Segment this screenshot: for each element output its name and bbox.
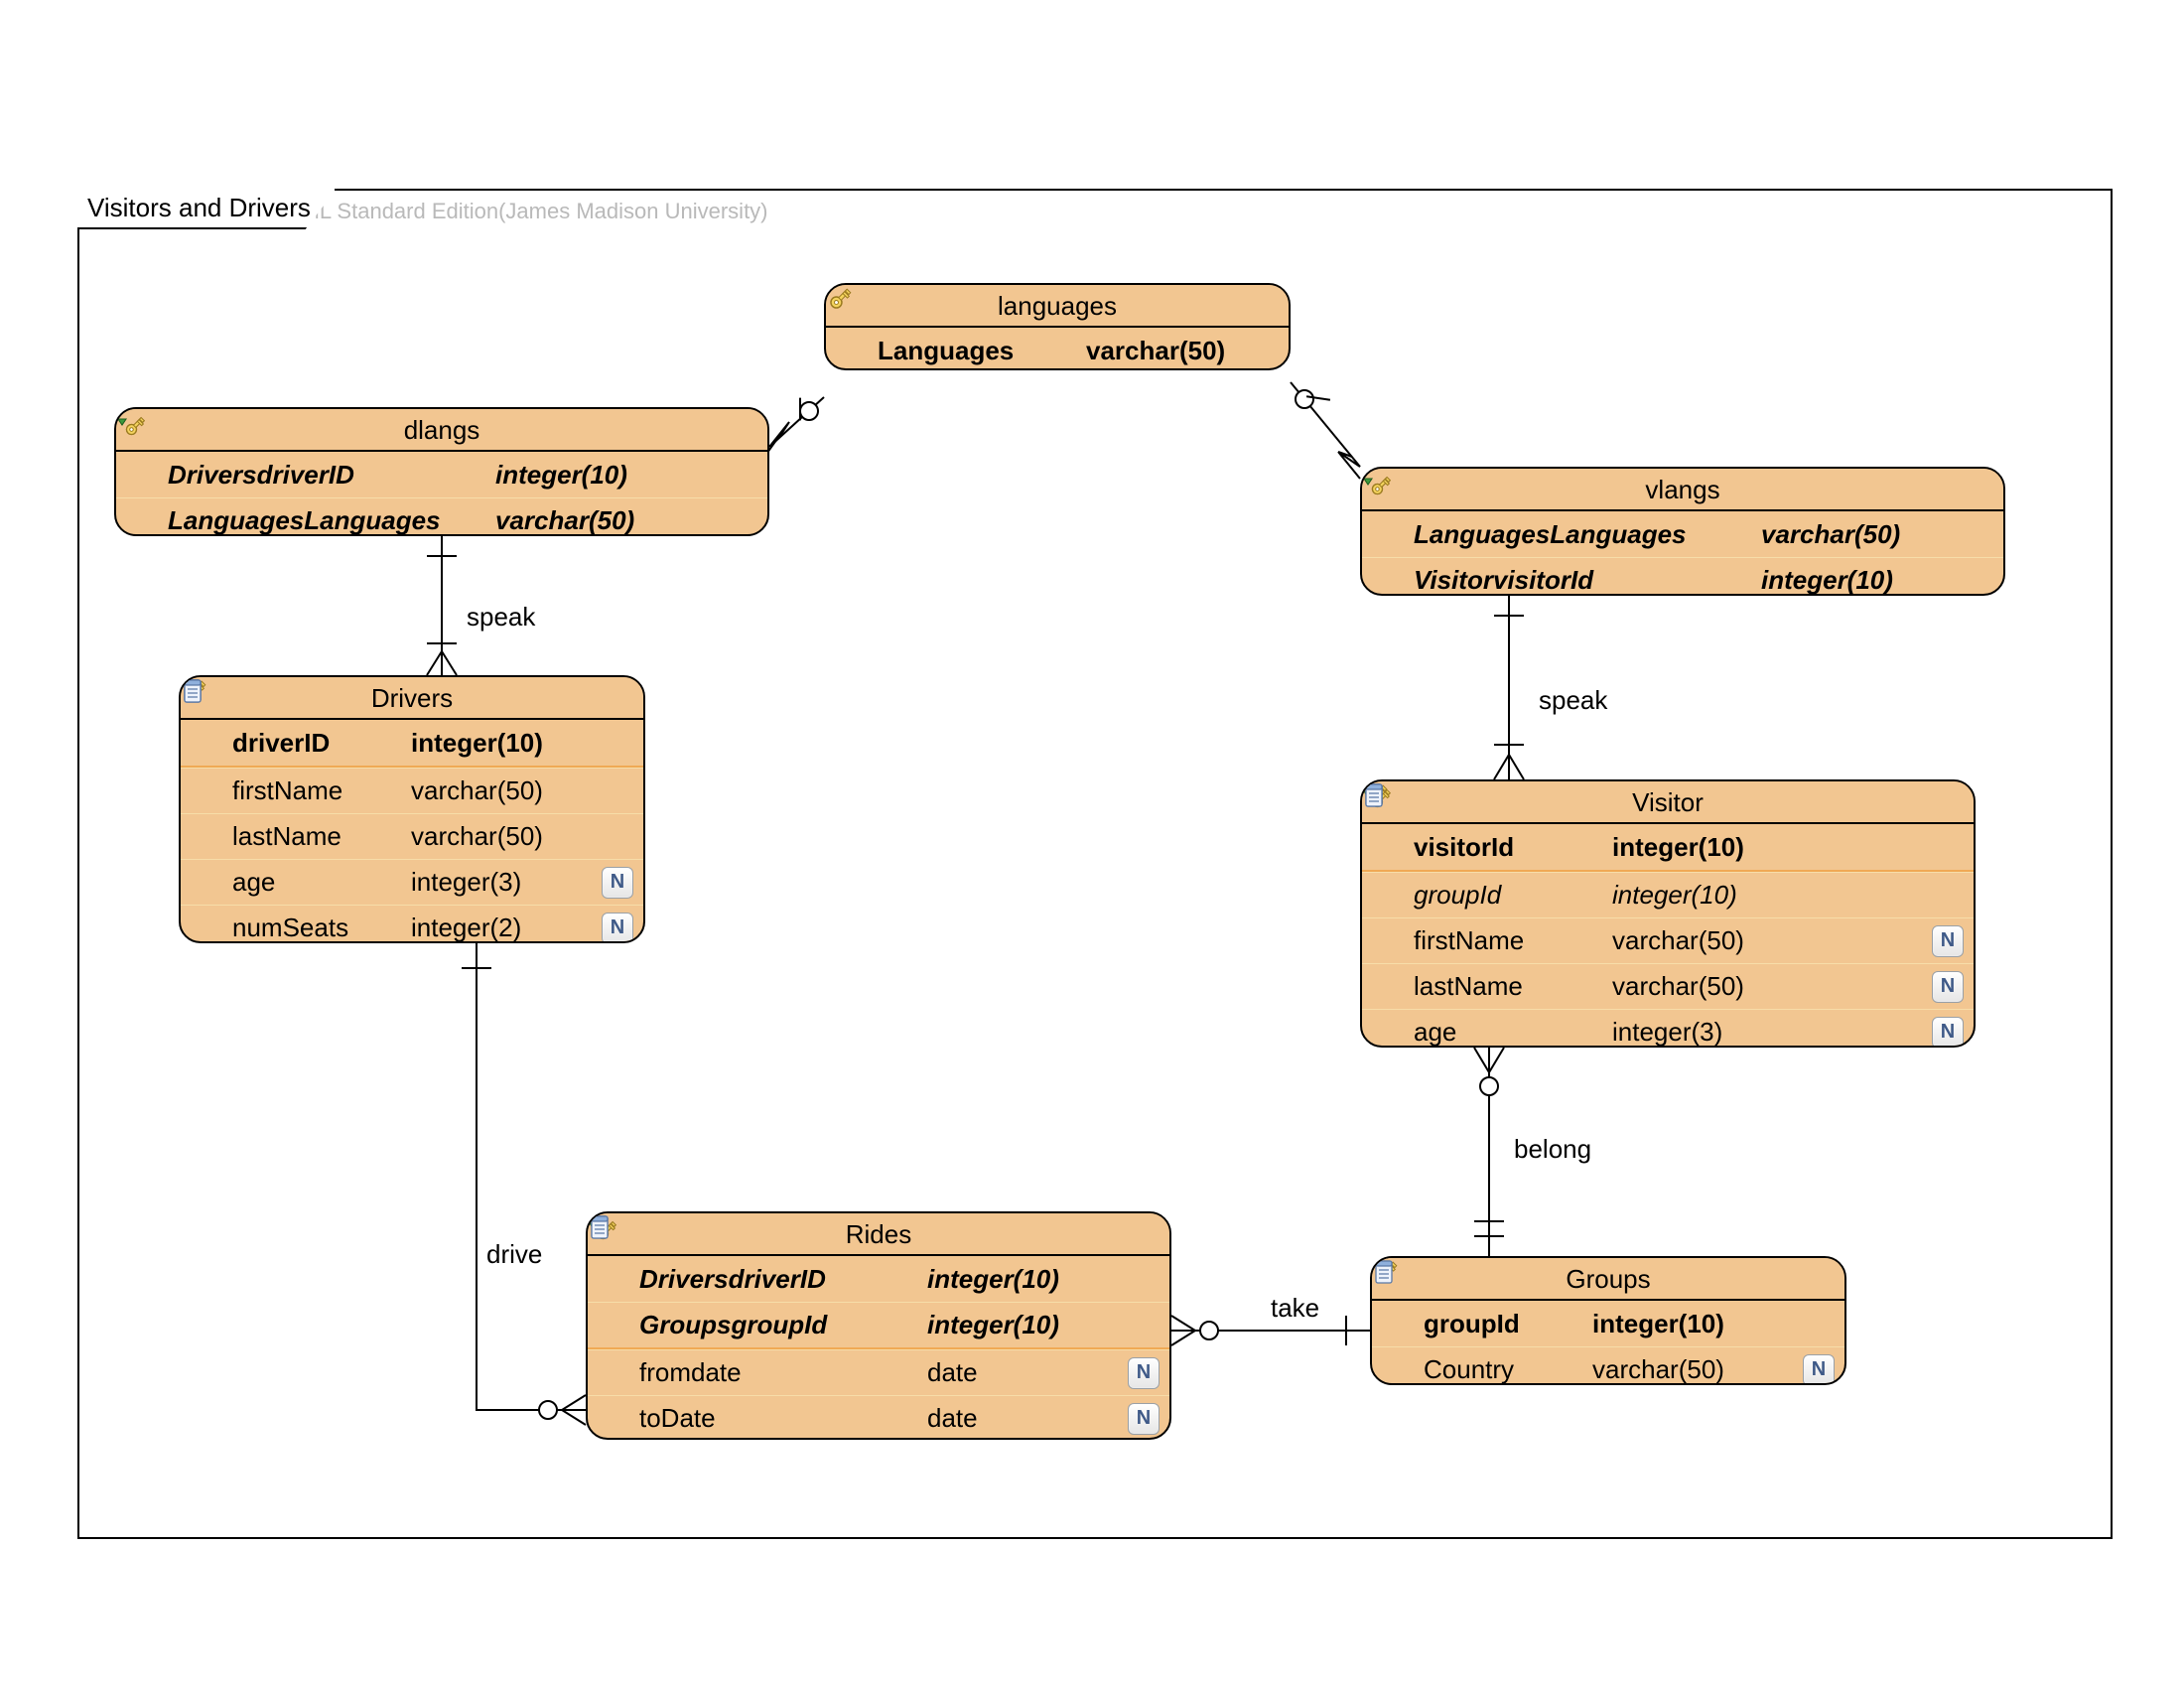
column-row: DriversdriverID integer(10): [116, 452, 767, 497]
column-type: integer(10): [411, 728, 543, 759]
column-type: integer(3): [411, 867, 521, 898]
entity-title: dlangs: [116, 409, 767, 452]
column-name: DriversdriverID: [639, 1264, 917, 1295]
column-row: groupId integer(10): [1372, 1301, 1844, 1346]
rel-languages-vlangs: [1291, 382, 1360, 479]
nullable-badge-icon: N: [1803, 1354, 1835, 1386]
entity-groups: Groups groupId integer(10) Country varchar(5…: [1370, 1256, 1846, 1385]
entity-title: Drivers: [181, 677, 643, 720]
column-type: integer(10): [927, 1310, 1059, 1340]
rel-vlangs-visitor: [1494, 596, 1524, 779]
entity-title: Groups: [1372, 1258, 1844, 1301]
column-row: groupId integer(10): [1362, 872, 1974, 917]
column-name: LanguagesLanguages: [168, 505, 485, 536]
nullable-badge-icon: N: [602, 867, 633, 899]
diagram-canvas: Visual Paradigm for UML Standard Edition…: [0, 0, 2184, 1688]
column-name: Country: [1424, 1354, 1582, 1385]
column-row: GroupsgroupId integer(10): [588, 1302, 1169, 1347]
rel-dlangs-drivers: [427, 536, 457, 675]
column-name: visitorId: [1414, 832, 1602, 863]
column-row: VisitorvisitorId integer(10): [1362, 557, 2003, 596]
column-name: age: [1414, 1017, 1602, 1048]
rel-label-belong: belong: [1514, 1134, 1591, 1165]
nullable-badge-icon: N: [1128, 1403, 1160, 1435]
column-name: groupId: [1414, 880, 1602, 911]
column-type: integer(10): [1592, 1309, 1724, 1339]
rel-label-drive: drive: [486, 1239, 542, 1270]
column-name: LanguagesLanguages: [1414, 519, 1751, 550]
column-name: firstName: [232, 775, 401, 806]
column-name: lastName: [232, 821, 401, 852]
nullable-badge-icon: N: [1932, 1017, 1964, 1049]
column-name: toDate: [639, 1403, 917, 1434]
rel-label-speak-2: speak: [1539, 685, 1607, 716]
column-type: varchar(50): [411, 775, 543, 806]
column-type: varchar(50): [411, 821, 543, 852]
column-row: LanguagesLanguages varchar(50): [1362, 511, 2003, 557]
column-name: DriversdriverID: [168, 460, 485, 491]
column-type: integer(10): [1761, 565, 1893, 596]
rel-label-take: take: [1271, 1293, 1319, 1324]
column-row: LanguagesLanguages varchar(50): [116, 497, 767, 536]
column-name: Languages: [878, 336, 1076, 366]
column-type: varchar(50): [1086, 336, 1225, 366]
column-row: firstName varchar(50) N: [1362, 917, 1974, 963]
column-type: varchar(50): [1612, 971, 1744, 1002]
nullable-badge-icon: N: [1932, 971, 1964, 1003]
entity-drivers: Drivers driverID integer(10) firstName varch…: [179, 675, 645, 943]
column-type: varchar(50): [1761, 519, 1900, 550]
column-row: age integer(3) N: [1362, 1009, 1974, 1048]
column-name: fromdate: [639, 1357, 917, 1388]
column-row: lastName varchar(50) N: [1362, 963, 1974, 1009]
column-name: driverID: [232, 728, 401, 759]
rel-drivers-rides: [462, 943, 586, 1425]
nullable-badge-icon: N: [1128, 1357, 1160, 1389]
column-type: integer(10): [1612, 880, 1737, 911]
entity-dlangs: dlangs DriversdriverID integer(10) Language…: [114, 407, 769, 536]
column-type: integer(10): [495, 460, 627, 491]
column-type: varchar(50): [1592, 1354, 1724, 1385]
entity-vlangs: vlangs LanguagesLanguages varchar(50) Visit…: [1360, 467, 2005, 596]
column-row: toDate date N: [588, 1395, 1169, 1440]
column-type: date: [927, 1403, 978, 1434]
column-name: numSeats: [232, 913, 401, 943]
entity-title: languages: [826, 285, 1289, 328]
column-row: Country varchar(50) N: [1372, 1346, 1844, 1385]
rel-visitor-groups: [1474, 1048, 1504, 1256]
column-type: integer(10): [927, 1264, 1059, 1295]
entity-rides: RidesDriversdriverIDinteger(10)Groupsgro…: [586, 1211, 1171, 1440]
column-name: VisitorvisitorId: [1414, 565, 1751, 596]
column-name: groupId: [1424, 1309, 1582, 1339]
column-row: firstName varchar(50): [181, 768, 643, 813]
column-type: integer(2): [411, 913, 521, 943]
column-row: fromdate date N: [588, 1349, 1169, 1395]
column-name: firstName: [1414, 925, 1602, 956]
column-name: age: [232, 867, 401, 898]
entity-title: Rides: [588, 1213, 1169, 1256]
entity-title: Visitor: [1362, 781, 1974, 824]
column-row: lastName varchar(50): [181, 813, 643, 859]
column-name: GroupsgroupId: [639, 1310, 917, 1340]
column-row: DriversdriverID integer(10): [588, 1256, 1169, 1302]
nullable-badge-icon: N: [602, 913, 633, 944]
entity-languages: languages Languages varchar(50): [824, 283, 1291, 370]
column-type: integer(10): [1612, 832, 1744, 863]
column-type: integer(3): [1612, 1017, 1722, 1048]
column-row: age integer(3) N: [181, 859, 643, 905]
entity-visitor: Visitor visitorId integer(10) groupId intege…: [1360, 779, 1976, 1048]
column-type: varchar(50): [1612, 925, 1744, 956]
column-name: lastName: [1414, 971, 1602, 1002]
column-row: numSeats integer(2) N: [181, 905, 643, 943]
rel-dlangs-languages: [764, 397, 824, 457]
column-row: driverID integer(10): [181, 720, 643, 766]
rel-label-speak-1: speak: [467, 602, 535, 633]
column-row: Languages varchar(50): [826, 328, 1289, 370]
column-row: visitorId integer(10): [1362, 824, 1974, 870]
entity-title: vlangs: [1362, 469, 2003, 511]
column-type: varchar(50): [495, 505, 634, 536]
column-type: date: [927, 1357, 978, 1388]
nullable-badge-icon: N: [1932, 925, 1964, 957]
